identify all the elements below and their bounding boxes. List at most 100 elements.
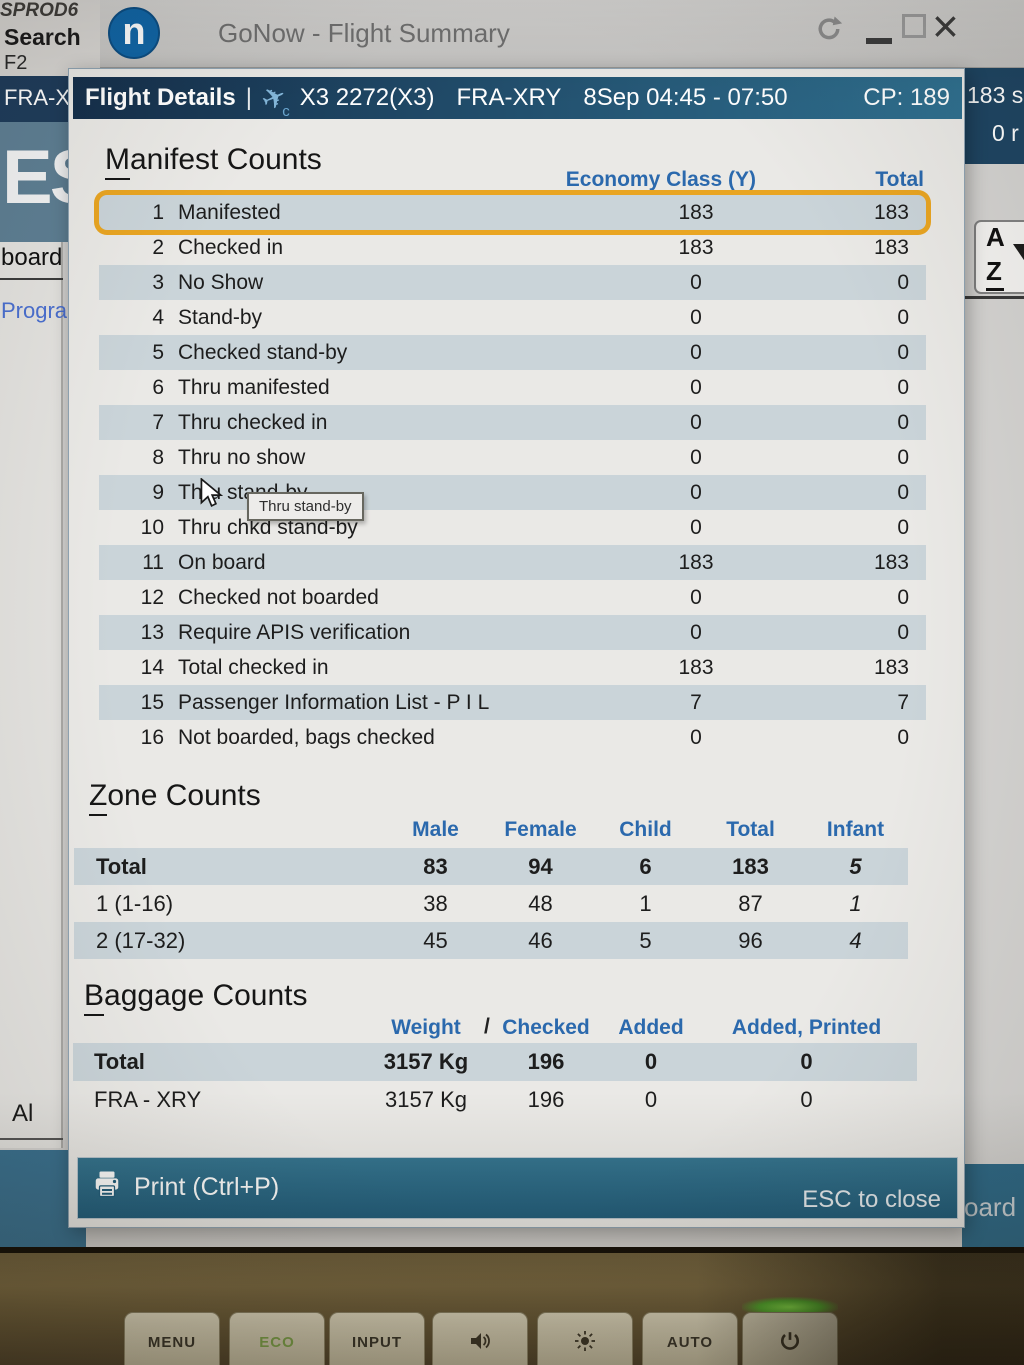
row-total-count: 183 <box>873 200 909 224</box>
separator: | <box>245 84 252 111</box>
zone-infant: 5 <box>849 853 862 879</box>
divider <box>964 296 1024 299</box>
maximize-button[interactable] <box>902 14 926 38</box>
row-label: Thru checked in <box>178 410 328 434</box>
minimize-button[interactable] <box>866 38 892 44</box>
manifest-row-pil[interactable]: 15 Passenger Information List - P I L 7 … <box>99 685 926 720</box>
monitor-input-button[interactable]: INPUT <box>329 1312 425 1365</box>
manifest-row-no-show[interactable]: 3 No Show 0 0 <box>99 265 926 300</box>
row-label: Require APIS verification <box>178 620 411 644</box>
manifest-row-on-board[interactable]: 11 On board 183 183 <box>99 545 926 580</box>
row-economy-count: 0 <box>690 305 702 329</box>
baggage-checked: 196 <box>527 1049 565 1074</box>
row-total-count: 0 <box>897 725 909 749</box>
row-number: 7 <box>152 410 164 434</box>
refresh-icon[interactable] <box>814 14 844 44</box>
monitor-power-button[interactable] <box>742 1312 838 1365</box>
row-total-count: 183 <box>873 235 909 259</box>
manifest-row-thru-checked-in[interactable]: 7 Thru checked in 0 0 <box>99 405 926 440</box>
zone-female: 48 <box>528 890 553 916</box>
row-total-count: 0 <box>897 620 909 644</box>
manifest-counts-title: Manifest Counts <box>105 143 322 180</box>
sort-z-letter: Z <box>986 256 1004 291</box>
print-button[interactable]: Print (Ctrl+P) <box>92 1170 279 1205</box>
close-button[interactable]: × <box>932 0 959 52</box>
baggage-row-fra-xry: FRA - XRY 3157 Kg 196 0 0 <box>73 1081 917 1119</box>
manifest-row-require-apis[interactable]: 13 Require APIS verification 0 0 <box>99 615 926 650</box>
row-number: 12 <box>140 585 164 609</box>
weight-checked-separator: / <box>484 1015 490 1038</box>
zone-label: 2 (17-32) <box>96 927 186 953</box>
zone-row-1: 1 (1-16) 38 48 1 87 1 <box>74 885 908 922</box>
row-economy-count: 0 <box>690 480 702 504</box>
environment-label: SPROD6 <box>0 0 79 21</box>
col-infant: Infant <box>826 818 885 841</box>
zone-infant: 4 <box>849 927 862 953</box>
row-economy-count: 0 <box>690 620 702 644</box>
col-total: Total <box>875 168 924 191</box>
row-total-count: 183 <box>873 550 909 574</box>
baggage-label: Total <box>94 1049 145 1074</box>
row-total-count: 0 <box>897 270 909 294</box>
background-oard-fragment: oard <box>962 1164 1024 1247</box>
dialog-header: Flight Details | ✈c X3 2272(X3) FRA-XRY … <box>73 77 962 120</box>
baggage-added-printed: 0 <box>800 1049 813 1074</box>
manifest-row-not-boarded-bags-checked[interactable]: 16 Not boarded, bags checked 0 0 <box>99 720 926 755</box>
manifest-row-checked-in[interactable]: 2 Checked in 183 183 <box>99 230 926 265</box>
row-label: Checked in <box>178 235 284 259</box>
row-total-count: 0 <box>897 515 909 539</box>
flight-capacity: CP: 189 <box>863 84 950 111</box>
window-titlebar[interactable]: n GoNow - Flight Summary × <box>100 0 1024 68</box>
sort-a-letter: A <box>986 222 1005 252</box>
zone-row-2: 2 (17-32) 45 46 5 96 4 <box>74 922 908 959</box>
sort-az-button[interactable]: A Z <box>974 220 1024 294</box>
zone-child: 6 <box>639 853 652 879</box>
brightness-icon <box>574 1330 596 1356</box>
row-economy-count: 183 <box>678 200 714 224</box>
col-added: Added <box>618 1016 684 1039</box>
manifest-row-thru-stand-by[interactable]: 9 Thru stand-by 0 0 <box>99 475 926 510</box>
manifest-row-total-checked-in[interactable]: 14 Total checked in 183 183 <box>99 650 926 685</box>
row-label: Thru manifested <box>178 375 330 399</box>
manifest-row-manifested[interactable]: 1 Manifested 183 183 <box>99 195 926 230</box>
col-weight: Weight <box>391 1016 461 1039</box>
airplane-icon-sub: c <box>282 102 290 120</box>
manifest-row-checked-stand-by[interactable]: 5 Checked stand-by 0 0 <box>99 335 926 370</box>
zone-child: 1 <box>639 890 652 916</box>
monitor-menu-button[interactable]: MENU <box>124 1312 220 1365</box>
zone-counts-title: Zone Counts <box>89 779 261 816</box>
row-label: No Show <box>178 270 264 294</box>
manifest-row-thru-manifested[interactable]: 6 Thru manifested 0 0 <box>99 370 926 405</box>
tab-fra-x[interactable]: FRA-X <box>0 76 70 122</box>
monitor-brightness-button[interactable] <box>537 1312 633 1365</box>
esc-to-close-hint: ESC to close <box>802 1186 941 1213</box>
manifest-row-stand-by[interactable]: 4 Stand-by 0 0 <box>99 300 926 335</box>
row-label: Manifested <box>178 200 281 224</box>
monitor-screen: SPROD6 Search F2 FRA-X ES board Progra A… <box>0 0 1024 1247</box>
zone-female: 46 <box>528 927 553 953</box>
window-title: GoNow - Flight Summary <box>218 18 510 48</box>
manifest-table: 1 Manifested 183 183 2 Checked in 183 18… <box>99 195 926 755</box>
col-child: Child <box>619 818 672 841</box>
manifest-column-headers: Economy Class (Y) Total <box>99 165 926 195</box>
row-number: 16 <box>140 725 164 749</box>
dialog-footer: Print (Ctrl+P) ESC to close <box>77 1157 958 1219</box>
zone-child: 5 <box>639 927 652 953</box>
manifest-row-thru-chkd-stand-by[interactable]: 10 Thru chkd stand-by 0 0 <box>99 510 926 545</box>
screen-bottom-edge <box>0 1247 1024 1253</box>
row-economy-count: 0 <box>690 375 702 399</box>
row-total-count: 0 <box>897 410 909 434</box>
row-number: 11 <box>142 550 164 574</box>
manifest-row-thru-no-show[interactable]: 8 Thru no show 0 0 <box>99 440 926 475</box>
monitor-auto-button[interactable]: AUTO <box>642 1312 738 1365</box>
manifest-row-checked-not-boarded[interactable]: 12 Checked not boarded 0 0 <box>99 580 926 615</box>
row-label: Checked stand-by <box>178 340 348 364</box>
baggage-weight: 3157 Kg <box>385 1087 467 1112</box>
row-economy-count: 7 <box>690 690 702 714</box>
program-link[interactable]: Progra <box>1 298 68 323</box>
monitor-volume-button[interactable] <box>432 1312 528 1365</box>
f2-shortcut-label: F2 <box>4 52 28 74</box>
row-economy-count: 0 <box>690 410 702 434</box>
row-economy-count: 183 <box>678 235 714 259</box>
monitor-eco-button[interactable]: ECO <box>229 1312 325 1365</box>
